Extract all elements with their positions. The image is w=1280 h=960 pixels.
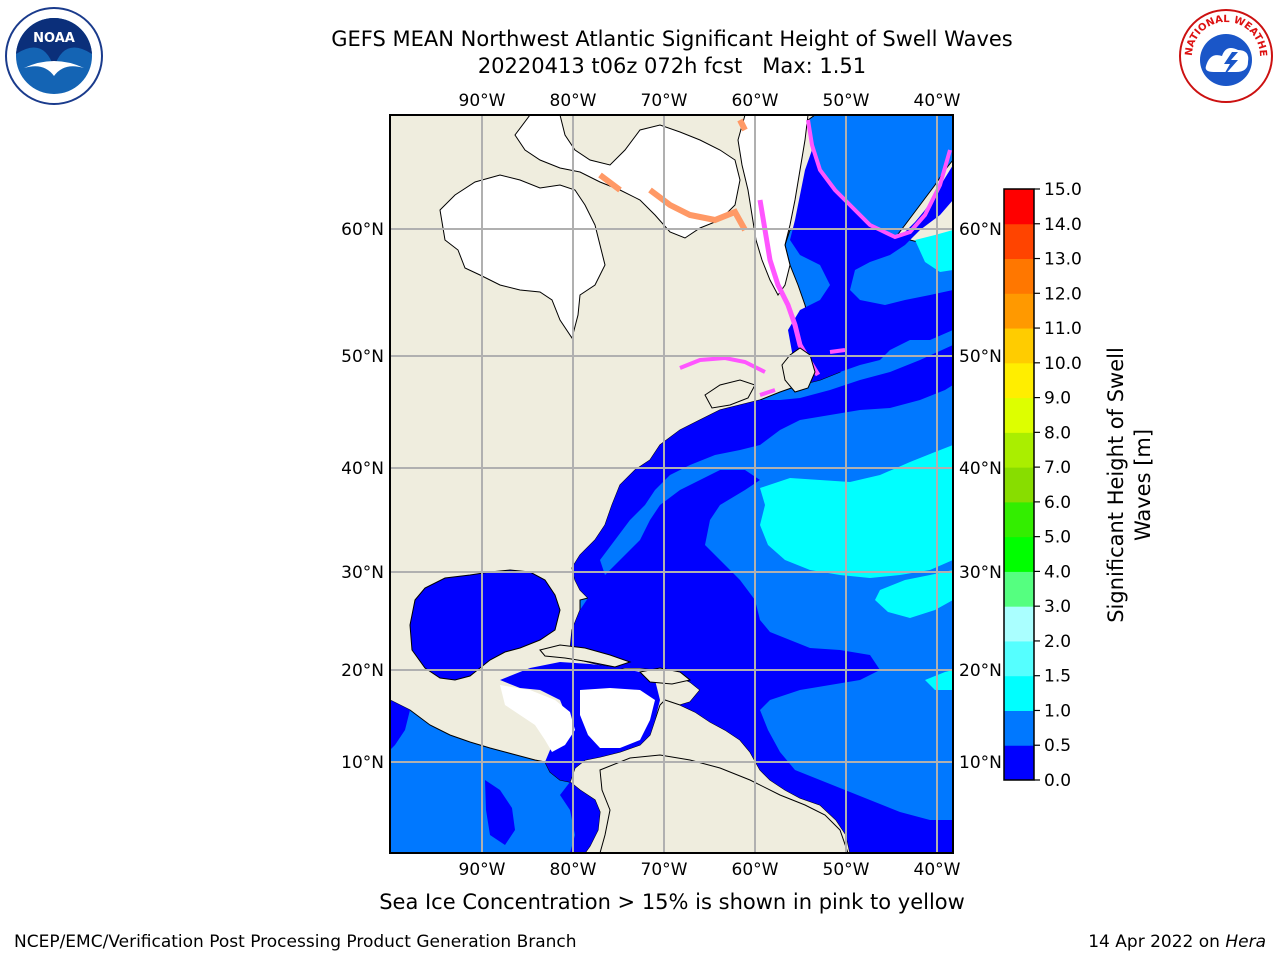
lon-label-top: 80°W: [550, 91, 597, 111]
colorbar: [1003, 188, 1035, 781]
ocean-swell-0-05-pacific: [390, 700, 600, 853]
lon-label-bottom: 70°W: [641, 860, 688, 880]
lon-label-bottom: 60°W: [732, 860, 779, 880]
colorbar-tick-label: 10.0: [1044, 354, 1082, 374]
ocean-swell-0-05-north: [788, 150, 953, 385]
lon-labels-bottom: 90°W 80°W 70°W 60°W 50°W 40°W: [459, 860, 961, 880]
lat-label-left: 10°N: [341, 753, 384, 773]
lat-labels-right: 60°N 50°N 40°N 30°N 20°N 10°N: [959, 220, 1002, 773]
credit-text: NCEP/EMC/Verification Post Processing Pr…: [14, 932, 577, 952]
graticule: [390, 115, 953, 853]
lat-label-right: 60°N: [959, 220, 1002, 240]
colorbar-tick-label: 0.5: [1044, 736, 1071, 756]
colorbar-segment: [1004, 501, 1034, 538]
lat-label-left: 40°N: [341, 459, 384, 479]
south-america: [599, 754, 849, 853]
colorbar-tick-label: 9.0: [1044, 389, 1071, 409]
colorbar-tick-label: 5.0: [1044, 528, 1071, 548]
colorbar-segment: [1004, 675, 1034, 711]
lat-label-left: 50°N: [341, 347, 384, 367]
colorbar-tick-label: 2.0: [1044, 632, 1071, 652]
lat-label-left: 60°N: [341, 220, 384, 240]
noaa-logo: NOAA: [5, 7, 103, 105]
colorbar-tick-label: 12.0: [1044, 284, 1082, 304]
colorbar-tick-label: 13.0: [1044, 250, 1082, 270]
lat-label-right: 50°N: [959, 347, 1002, 367]
colorbar-label-line1: Significant Height of Swell: [1104, 347, 1128, 623]
lon-label-top: 90°W: [459, 91, 506, 111]
lon-labels-top: 90°W 80°W 70°W 60°W 50°W 40°W: [459, 91, 961, 111]
date-text: 14 Apr 2022 on Hera: [1088, 932, 1266, 952]
colorbar-segment: [1004, 223, 1034, 260]
map-area: [390, 115, 953, 853]
colorbar-tick-label: 4.0: [1044, 562, 1071, 582]
central-america-white: [500, 685, 655, 752]
colorbar-segment: [1004, 571, 1034, 607]
colorbar-frame: [1003, 188, 1035, 781]
colorbar-tick-label: 3.0: [1044, 597, 1071, 617]
colorbar-segment: [1004, 745, 1034, 781]
colorbar-segment: [1004, 293, 1034, 329]
colorbar-segment: [1004, 258, 1034, 294]
colorbar-tick-label: 14.0: [1044, 215, 1082, 235]
colorbar-tick-label: 6.0: [1044, 493, 1071, 513]
colorbar-segment: [1004, 710, 1034, 746]
sea-ice-baffin: [598, 118, 748, 232]
ocean-swell-10-15-irminger: [915, 230, 953, 272]
lat-label-left: 30°N: [341, 563, 384, 583]
ocean-swell-10-15-south: [925, 670, 953, 690]
colorbar-ticks: 0.0 0.5 1.0 1.5 2.0 3.0 4.0 5.0 6.0 7.0 8.0 9.0 10.0…: [1034, 180, 1082, 791]
date-host: Hera: [1225, 932, 1266, 952]
colorbar-segment: [1004, 467, 1034, 503]
lon-label-bottom: 80°W: [550, 860, 597, 880]
lat-label-right: 30°N: [959, 563, 1002, 583]
lat-label-right: 20°N: [959, 661, 1002, 681]
colorbar-tick-label: 7.0: [1044, 458, 1071, 478]
lat-labels-left: 60°N 50°N 40°N 30°N 20°N 10°N: [341, 220, 384, 773]
colorbar-tick-label: 1.0: [1044, 701, 1071, 721]
lat-label-left: 20°N: [341, 661, 384, 681]
ocean-swell-0-05-coastal: [570, 345, 953, 853]
colorbar-segment: [1004, 189, 1034, 225]
sea-ice-stlawrence: [679, 348, 846, 397]
newfoundland: [781, 347, 816, 393]
lon-label-top: 40°W: [914, 91, 961, 111]
chart-subtitle: 20220413 t06z 072h fcst Max: 1.51: [477, 54, 867, 78]
lon-label-bottom: 40°W: [914, 860, 961, 880]
map-frame: [389, 114, 954, 854]
lon-label-top: 60°W: [732, 91, 779, 111]
colorbar-tick-label: 8.0: [1044, 423, 1071, 443]
colorbar-segment: [1004, 328, 1034, 364]
colorbar-label-line2: Waves [m]: [1131, 429, 1155, 541]
colorbar-tick-label: 1.5: [1044, 667, 1071, 687]
colorbar-segment: [1004, 640, 1034, 677]
ocean-swell-10-15-central: [760, 445, 953, 578]
lon-label-top: 70°W: [641, 91, 688, 111]
nws-logo: NATIONAL WEATHER SERVICE: [1178, 8, 1273, 103]
colorbar-segment: [1004, 536, 1034, 572]
colorbar-tick-label: 11.0: [1044, 319, 1082, 339]
colorbar-segment: [1004, 432, 1034, 468]
date-prefix: 14 Apr 2022 on: [1088, 932, 1226, 952]
sea-ice-note: Sea Ice Concentration > 15% is shown in …: [379, 890, 965, 914]
sea-ice-greenland-east: [806, 119, 952, 240]
lon-label-top: 50°W: [823, 91, 870, 111]
colorbar-segment: [1004, 362, 1034, 399]
lat-label-right: 40°N: [959, 459, 1002, 479]
nova-scotia: [704, 379, 756, 409]
chart-title: GEFS MEAN Northwest Atlantic Significant…: [331, 27, 1013, 51]
lon-label-bottom: 50°W: [823, 860, 870, 880]
colorbar-tick-label: 0.0: [1044, 771, 1071, 791]
colorbar-segment: [1004, 397, 1034, 433]
lat-label-right: 10°N: [959, 753, 1002, 773]
colorbar-tick-label: 15.0: [1044, 180, 1082, 200]
ocean-swell-10-15-east: [875, 570, 953, 618]
noaa-logo-text: NOAA: [33, 31, 75, 46]
colorbar-segment: [1004, 606, 1034, 642]
lon-label-bottom: 90°W: [459, 860, 506, 880]
